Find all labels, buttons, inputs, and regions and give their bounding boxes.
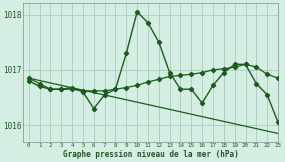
X-axis label: Graphe pression niveau de la mer (hPa): Graphe pression niveau de la mer (hPa)	[63, 150, 239, 159]
